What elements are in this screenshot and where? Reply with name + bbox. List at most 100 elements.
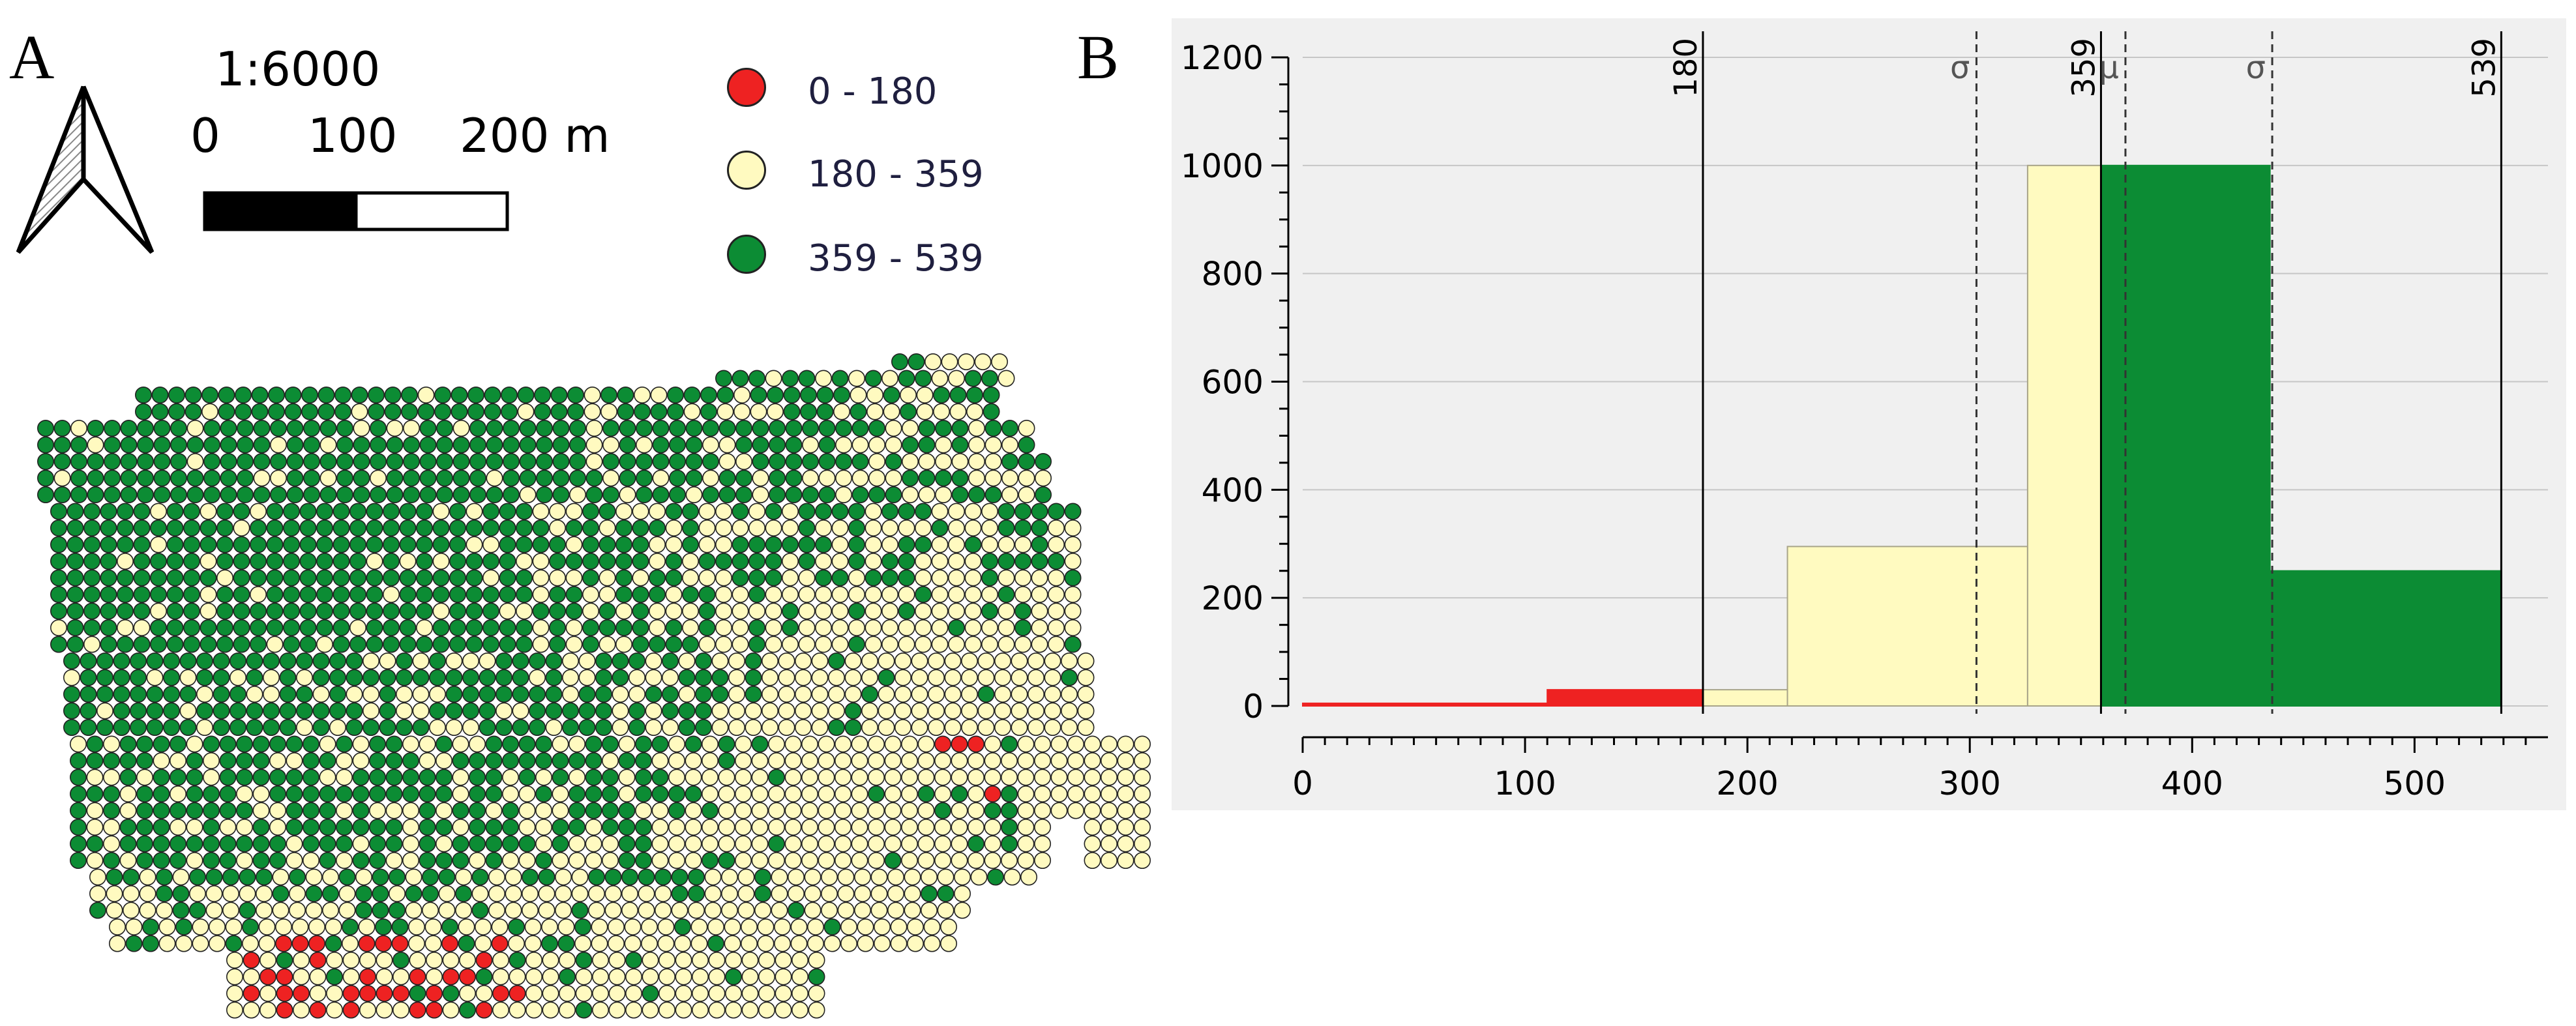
field-dot: [53, 419, 71, 437]
field-dot: [884, 785, 902, 803]
field-dot: [405, 885, 422, 903]
field-dot: [718, 785, 735, 803]
field-dot: [715, 536, 733, 553]
field-dot: [63, 652, 81, 669]
field-dot: [135, 403, 153, 420]
field-dot: [865, 585, 882, 603]
field-dot: [80, 669, 97, 686]
field-dot: [762, 702, 779, 720]
field-dot: [353, 486, 370, 503]
field-dot: [386, 419, 404, 437]
field-dot: [352, 852, 370, 870]
field-dot: [485, 835, 503, 853]
field-dot: [202, 769, 220, 786]
field-dot: [624, 935, 642, 952]
field-dot: [925, 353, 942, 370]
field-dot: [981, 569, 999, 587]
field-dot: [369, 419, 387, 437]
field-dot: [984, 785, 1001, 803]
field-dot: [700, 403, 718, 420]
field-dot: [884, 819, 902, 836]
field-dot: [732, 602, 749, 620]
field-dot: [828, 669, 846, 686]
field-dot: [983, 403, 1000, 420]
field-dot: [445, 652, 463, 669]
field-dot: [923, 935, 941, 952]
field-dot: [1084, 785, 1101, 803]
field-dot: [868, 819, 885, 836]
field-dot: [351, 403, 368, 420]
field-dot: [795, 686, 812, 703]
field-dot: [898, 552, 915, 570]
field-dot: [319, 819, 336, 836]
field-dot: [711, 652, 729, 669]
field-dot: [934, 802, 952, 819]
field-dot: [951, 852, 968, 870]
field-dot: [249, 636, 267, 653]
field-dot: [774, 918, 792, 936]
field-dot: [582, 552, 599, 570]
field-dot: [269, 469, 287, 487]
field-dot: [835, 486, 853, 503]
field-dot: [1048, 519, 1065, 536]
field-dot: [595, 686, 612, 703]
y-tick-label: 1000: [1181, 147, 1264, 185]
field-dot: [866, 386, 884, 403]
field-dot: [252, 785, 270, 803]
field-dot: [1028, 702, 1045, 720]
field-dot: [601, 835, 619, 853]
field-dot: [183, 552, 200, 570]
field-dot: [252, 819, 270, 836]
field-dot: [835, 835, 852, 853]
field-dot: [752, 452, 769, 470]
field-dot: [435, 735, 452, 753]
field-dot: [715, 619, 733, 636]
field-dot: [901, 802, 919, 819]
field-dot: [269, 452, 287, 470]
field-dot: [1044, 686, 1061, 703]
field-dot: [994, 702, 1012, 720]
field-dot: [728, 719, 746, 737]
field-dot: [615, 619, 632, 636]
field-dot: [252, 735, 270, 753]
field-dot: [153, 819, 170, 836]
field-dot: [203, 469, 220, 487]
field-dot: [284, 386, 302, 403]
field-dot: [651, 819, 669, 836]
field-dot: [391, 918, 409, 936]
field-dot: [778, 686, 795, 703]
field-dot: [1084, 852, 1101, 870]
field-dot: [700, 386, 718, 403]
field-dot: [1031, 602, 1048, 620]
field-dot: [698, 602, 716, 620]
field-dot: [944, 702, 962, 720]
field-dot: [368, 752, 386, 770]
field-dot: [1011, 719, 1028, 737]
field-dot: [558, 968, 576, 986]
field-dot: [454, 868, 472, 886]
field-dot: [286, 852, 303, 870]
field-dot: [861, 719, 879, 737]
field-dot: [117, 536, 134, 553]
field-dot: [415, 602, 433, 620]
field-dot: [432, 503, 450, 520]
field-dot: [735, 486, 753, 503]
field-dot: [984, 852, 1001, 870]
field-dot: [915, 636, 932, 653]
field-dot: [533, 386, 551, 403]
field-dot: [571, 868, 589, 886]
field-dot: [519, 469, 537, 487]
field-dot: [907, 935, 925, 952]
field-dot: [778, 702, 795, 720]
field-dot: [395, 652, 413, 669]
field-dot: [890, 935, 908, 952]
field-dot: [548, 585, 566, 603]
field-dot: [316, 503, 333, 520]
field-dot: [557, 935, 575, 952]
field-dot: [977, 686, 995, 703]
field-dot: [604, 901, 622, 919]
field-dot: [220, 436, 237, 454]
field-dot: [741, 918, 758, 936]
field-dot: [569, 436, 586, 454]
field-dot: [382, 503, 400, 520]
